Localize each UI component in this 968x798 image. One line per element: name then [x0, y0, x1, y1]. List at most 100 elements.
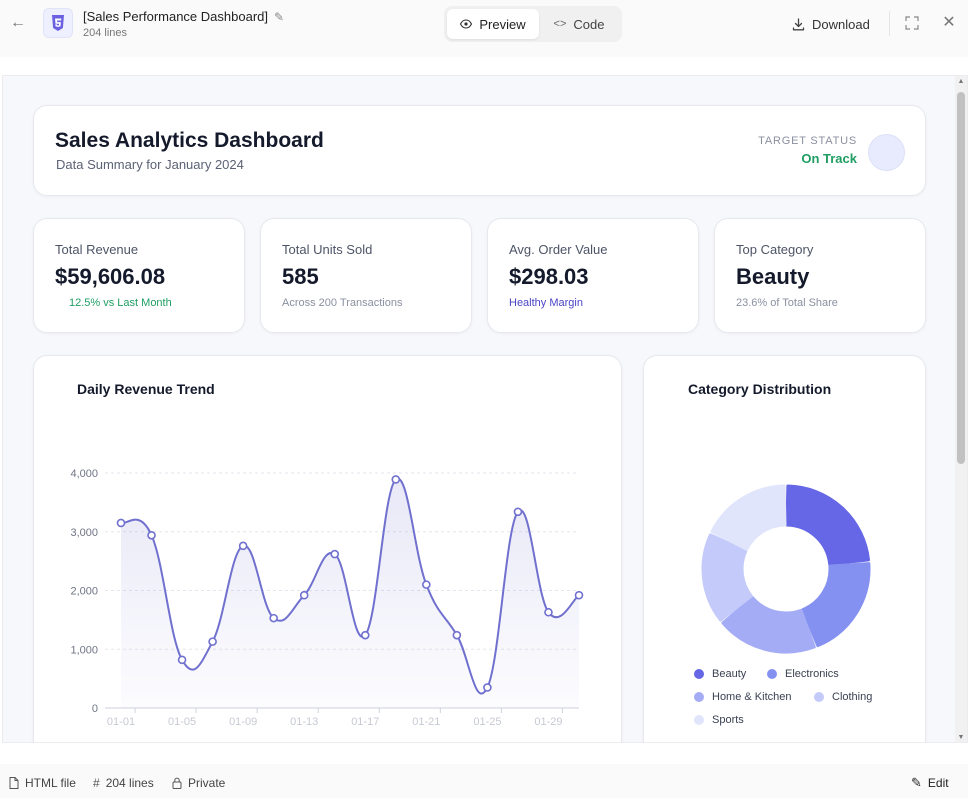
data-point[interactable]	[422, 580, 431, 589]
legend-label: Clothing	[832, 691, 873, 703]
kpi-label: Total Units Sold	[282, 242, 373, 257]
x-tick-label: 01-01	[107, 716, 135, 728]
kpi-card-avg-order-value: Avg. Order Value $298.03 Healthy Margin	[487, 218, 699, 333]
data-point[interactable]	[269, 613, 278, 623]
legend-item[interactable]: Electronics	[767, 668, 839, 680]
x-tick-label: 01-17	[351, 716, 379, 728]
data-point[interactable]	[330, 549, 340, 559]
target-status-label: TARGET STATUS	[758, 135, 857, 147]
kpi-note: 12.5% vs Last Month	[69, 297, 172, 309]
data-point[interactable]	[238, 541, 248, 551]
data-point[interactable]	[116, 518, 126, 528]
revenue-trend-chart: 0 1,000 2,000 3,000 4,000 01-01 01-05 01-09 01-1…	[70, 468, 584, 728]
y-tick-label: 1,000	[70, 644, 98, 656]
toolbar-divider	[889, 11, 890, 36]
preview-tab-label: Preview	[479, 16, 526, 32]
scrollbar-thumb[interactable]	[957, 92, 965, 464]
donut-slice[interactable]	[801, 562, 871, 648]
legend-swatch	[694, 669, 704, 679]
donut-slice[interactable]	[721, 596, 816, 654]
scroll-down-arrow-icon[interactable]: ▼	[957, 734, 965, 741]
legend-swatch	[694, 692, 704, 702]
legend-item[interactable]: Clothing	[814, 691, 872, 703]
target-status-indicator	[868, 134, 905, 171]
file-line-count: 204 lines	[83, 27, 128, 39]
scroll-up-arrow-icon[interactable]: ▲	[957, 78, 965, 85]
vertical-scrollbar[interactable]: ▲ ▼	[955, 76, 967, 742]
legend-label: Sports	[712, 714, 744, 726]
file-icon	[9, 777, 19, 789]
legend-swatch	[814, 692, 824, 702]
data-point[interactable]	[574, 590, 584, 600]
pencil-icon[interactable]: ✎	[273, 10, 285, 24]
data-point[interactable]	[513, 507, 523, 517]
download-button[interactable]: Download	[792, 14, 870, 34]
back-arrow-icon[interactable]: ←	[10, 14, 26, 31]
file-title[interactable]: [Sales Performance Dashboard] ✎	[83, 9, 284, 24]
lock-icon	[172, 777, 182, 789]
dashboard-subtitle: Data Summary for January 2024	[56, 157, 244, 172]
y-tick-label: 0	[92, 703, 98, 715]
kpi-card-units-sold: Total Units Sold 585 Across 200 Transact…	[260, 218, 472, 333]
y-tick-label: 3,000	[70, 527, 98, 539]
privacy-info: Private	[172, 776, 225, 790]
donut-slice[interactable]	[710, 484, 787, 551]
close-icon[interactable]: ✕	[942, 14, 956, 31]
legend-item[interactable]: Beauty	[694, 668, 746, 680]
kpi-label: Top Category	[736, 242, 814, 257]
data-point[interactable]	[147, 530, 156, 540]
fullscreen-icon[interactable]	[902, 13, 922, 33]
kpi-label: Total Revenue	[55, 242, 139, 257]
kpi-value: $59,606.08	[55, 264, 166, 289]
kpi-note: 23.6% of Total Share	[736, 297, 838, 309]
kpi-value: Beauty	[736, 264, 810, 289]
download-icon	[792, 17, 805, 30]
dashboard-title: Sales Analytics Dashboard	[55, 129, 324, 152]
kpi-value: 585	[282, 264, 319, 289]
edit-label: Edit	[927, 776, 949, 790]
x-tick-label: 01-13	[290, 716, 318, 728]
x-tick-label: 01-05	[168, 716, 196, 728]
code-brackets-icon: <>	[553, 18, 567, 30]
kpi-label: Avg. Order Value	[509, 242, 608, 257]
category-distribution-card: Category Distribution Beauty Electronics H…	[643, 355, 926, 742]
data-point[interactable]	[299, 590, 309, 600]
category-donut-chart	[701, 484, 871, 654]
code-tab[interactable]: <> Code	[539, 9, 619, 39]
kpi-card-top-category: Top Category Beauty 23.6% of Total Share	[714, 218, 926, 333]
kpi-card-total-revenue: Total Revenue $59,606.08 12.5% vs Last M…	[33, 218, 245, 333]
legend-swatch	[694, 715, 704, 725]
data-point[interactable]	[452, 630, 462, 640]
donut-slice[interactable]	[701, 533, 753, 622]
data-point[interactable]	[391, 475, 401, 484]
legend-item[interactable]: Home & Kitchen	[694, 691, 791, 703]
edit-button[interactable]: ✎ Edit	[911, 775, 949, 791]
legend-label: Home & Kitchen	[712, 691, 792, 703]
kpi-note: Healthy Margin	[509, 297, 583, 309]
x-tick-label: 01-25	[473, 716, 501, 728]
legend-swatch	[767, 669, 777, 679]
data-point[interactable]	[360, 630, 370, 640]
legend-label: Electronics	[785, 668, 839, 680]
donut-slice[interactable]	[785, 484, 870, 566]
kpi-note: Across 200 Transactions	[282, 297, 403, 309]
data-point[interactable]	[177, 655, 187, 665]
bottom-bar: HTML file # 204 lines Private ✎ Edit	[0, 764, 968, 798]
x-tick-label: 01-21	[412, 716, 440, 728]
pencil-icon: ✎	[911, 775, 922, 790]
data-point[interactable]	[544, 607, 553, 617]
kpi-value: $298.03	[509, 264, 589, 289]
revenue-area	[121, 478, 579, 708]
line-count-info: # 204 lines	[93, 776, 154, 790]
legend-item[interactable]: Sports	[694, 714, 744, 726]
dashboard-header-card: Sales Analytics Dashboard Data Summary f…	[33, 105, 926, 196]
data-point[interactable]	[208, 637, 217, 646]
revenue-trend-card: Daily Revenue Trend 0 1,000 2,000 3,000 4,00…	[33, 355, 622, 742]
file-type-info: HTML file	[9, 776, 76, 790]
donut-chart-title: Category Distribution	[688, 381, 832, 397]
data-point[interactable]	[483, 683, 492, 692]
privacy-text: Private	[188, 776, 226, 790]
target-status-value: On Track	[801, 151, 857, 166]
preview-tab[interactable]: Preview	[447, 9, 539, 39]
file-title-text: [Sales Performance Dashboard]	[83, 9, 268, 24]
